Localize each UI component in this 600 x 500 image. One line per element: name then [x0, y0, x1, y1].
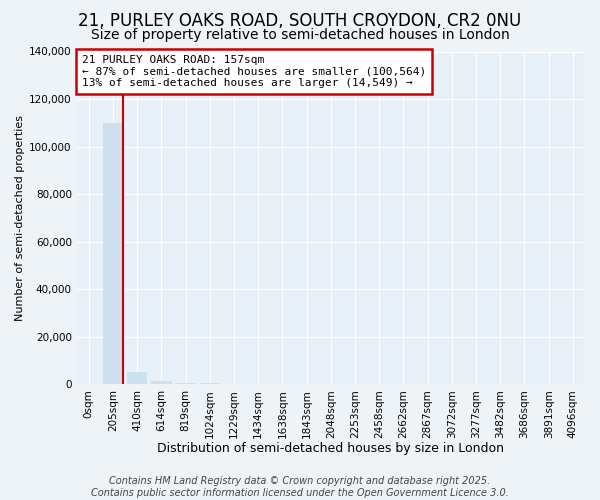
Y-axis label: Number of semi-detached properties: Number of semi-detached properties [15, 115, 25, 321]
Text: Size of property relative to semi-detached houses in London: Size of property relative to semi-detach… [91, 28, 509, 42]
Bar [175, 382, 196, 384]
Text: 21, PURLEY OAKS ROAD, SOUTH CROYDON, CR2 0NU: 21, PURLEY OAKS ROAD, SOUTH CROYDON, CR2… [79, 12, 521, 30]
Text: Contains HM Land Registry data © Crown copyright and database right 2025.
Contai: Contains HM Land Registry data © Crown c… [91, 476, 509, 498]
Text: 21 PURLEY OAKS ROAD: 157sqm
← 87% of semi-detached houses are smaller (100,564)
: 21 PURLEY OAKS ROAD: 157sqm ← 87% of sem… [82, 55, 426, 88]
X-axis label: Distribution of semi-detached houses by size in London: Distribution of semi-detached houses by … [157, 442, 505, 455]
Bar [151, 380, 172, 384]
Bar [127, 372, 148, 384]
Bar [103, 123, 123, 384]
